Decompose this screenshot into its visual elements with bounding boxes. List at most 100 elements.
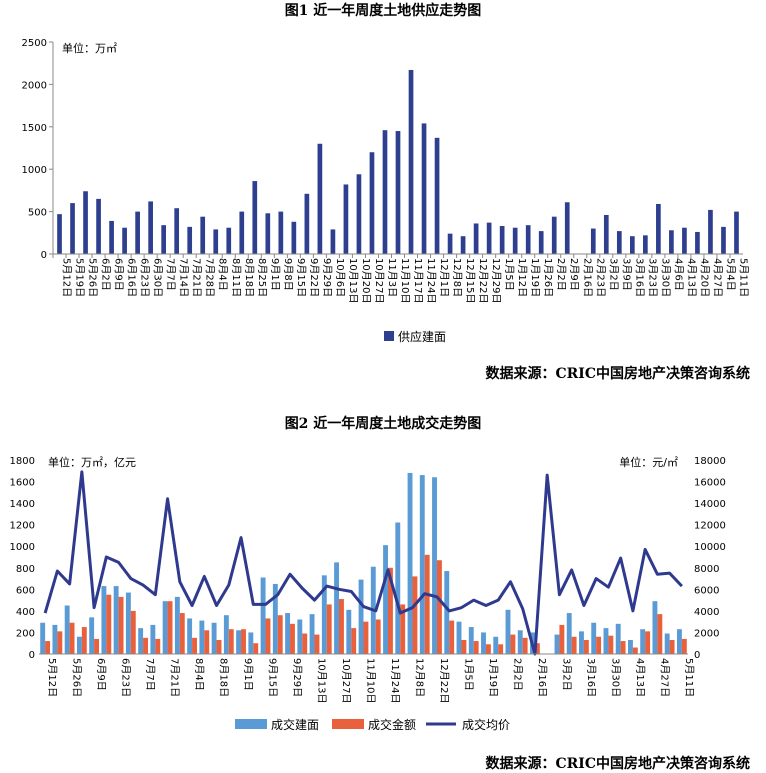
chart1-bar [83, 191, 88, 254]
chart2-bar-amount [69, 622, 75, 654]
chart2-bar-area [615, 623, 621, 654]
chart1-x-tick-label: 2月23日 [594, 258, 606, 297]
chart2-bar-amount [473, 641, 479, 654]
chart1-bar [616, 231, 622, 254]
chart2-bar-area [211, 622, 217, 654]
chart1-bar [656, 203, 661, 254]
chart2-bar-amount [216, 639, 222, 654]
chart1-x-tick-label: 11月17日 [412, 258, 424, 303]
chart2-bar-amount [522, 637, 528, 654]
chart1-y-tick-label: 2500 [22, 38, 47, 49]
chart2-y-left-tick-label: 1800 [10, 456, 35, 467]
chart2-bar-area [566, 613, 572, 654]
chart2-bar-area [64, 605, 70, 654]
chart1-x-tick-label: 5月11日 [737, 258, 749, 297]
chart2-bar-area [260, 577, 266, 654]
chart1-x-tick-label: 9月15日 [295, 258, 307, 297]
chart1-bar [473, 223, 479, 254]
chart1-bar [682, 227, 687, 254]
chart2-bar-amount [583, 639, 589, 654]
chart1-x-tick-label: 7月28日 [204, 258, 216, 297]
chart2-bar-area [76, 636, 82, 654]
chart1-bar [382, 130, 388, 254]
chart2-bar-amount [228, 629, 234, 654]
chart1-bar [304, 193, 310, 254]
chart1-bar [109, 220, 114, 254]
chart1-x-tick-label: 2月16日 [581, 258, 593, 297]
chart2-x-tick-label: 7月21日 [169, 658, 181, 697]
chart1-x-tick-label: 5月4日 [724, 258, 736, 291]
chart1-x-tick-label: 12月22日 [477, 258, 489, 303]
chart2-bar-amount [559, 624, 565, 654]
chart2-bar-area [125, 592, 131, 654]
chart2-bar-area [321, 575, 327, 654]
chart1-x-tick-label: 10月20日 [360, 258, 372, 303]
chart1-x-tick-label: 12月15日 [464, 258, 476, 303]
chart2-x-tick-label: 6月23日 [120, 658, 132, 697]
chart2-bar-amount [167, 601, 173, 654]
chart1-y-tick-label: 1000 [22, 165, 47, 176]
chart1-bar [317, 143, 323, 254]
chart1-x-tick-label: 12月29日 [490, 258, 502, 303]
chart1-legend: 供应建面 [384, 329, 446, 344]
chart1-y-tick-label: 500 [28, 208, 47, 219]
chart2-price-line-path [43, 470, 683, 656]
chart2-bar-amount [351, 628, 357, 654]
chart1-x-tick-label: 3月16日 [633, 258, 645, 297]
chart1-x-tick-label: 3月23日 [646, 258, 658, 297]
chart1-unit-label: 单位：万㎡ [62, 41, 117, 55]
chart2-bar-area [579, 631, 584, 654]
chart1-x-tick-label: 8月4日 [217, 258, 229, 291]
chart2-x-tick-label: 4月13日 [634, 658, 646, 697]
chart2-bar-area [162, 601, 168, 654]
chart2-bar-area [554, 634, 560, 654]
chart2-bar-amount [645, 631, 651, 654]
chart2-bar-amount [94, 638, 100, 654]
chart1-x-tick-label: 2月2日 [555, 258, 567, 291]
chart2-bar-amount [424, 554, 430, 654]
chart1-bar [734, 211, 739, 254]
chart1-x-tick-label: 8月11日 [230, 258, 242, 297]
chart2-y-axis-left: 0 200 400 600 800 1000 1200 1400 1600 1800 [10, 456, 35, 661]
chart2-y-right-tick-label: 16000 [694, 478, 726, 489]
chart1-bar [239, 211, 245, 254]
chart2-bar-area [101, 586, 107, 654]
chart2-y-left-tick-label: 600 [16, 585, 35, 596]
chart2-x-tick-label: 11月24日 [389, 658, 401, 703]
chart2-price-line [43, 470, 683, 656]
chart1-bar [434, 137, 440, 254]
chart2-source: 数据来源：CRIC中国房地产决策咨询系统 [486, 755, 750, 772]
chart2-bar-area [248, 632, 254, 654]
chart2-bar-amount [608, 635, 614, 654]
chart2-legend-swatch-amount [332, 719, 364, 729]
chart2-bar-amount [314, 634, 320, 654]
chart2-bar-area [285, 613, 291, 654]
chart1-x-tick-label: 10月27日 [373, 258, 385, 303]
chart1-legend-label: 供应建面 [398, 329, 446, 344]
chart1-bar [148, 201, 153, 254]
chart2-y-right-tick-label: 6000 [694, 585, 719, 596]
chart2-bar-amount [387, 567, 393, 654]
chart1-bar [395, 131, 401, 254]
chart1-x-tick-label: 7月14日 [178, 258, 190, 297]
chart2-bar-amount [436, 560, 442, 654]
chart1-bar [291, 221, 297, 254]
chart1-x-tick-label: 6月16日 [126, 258, 138, 297]
chart2-bar-area [603, 628, 609, 654]
chart2-x-tick-label: 2月2日 [511, 658, 523, 691]
chart2-y-right-tick-label: 4000 [694, 607, 719, 618]
chart2-x-tick-label: 9月15日 [267, 658, 279, 697]
chart2-bar-amount [118, 596, 124, 654]
chart1-bar [57, 214, 62, 254]
chart2-bar-area [432, 477, 437, 654]
chart1-bar [499, 226, 505, 254]
chart2-x-tick-label: 3月30日 [609, 658, 621, 697]
chart2-bar-amount [204, 630, 210, 654]
chart1-x-tick-label: 1月26日 [542, 258, 554, 297]
chart2-x-tick-label: 9月1日 [242, 658, 254, 691]
chart2-bar-amount [669, 639, 675, 654]
chart1-x-tick-label: 6月30日 [152, 258, 164, 297]
chart1-bar [265, 213, 271, 254]
chart1-x-tick-label: 7月7日 [165, 258, 177, 291]
chart2-x-tick-label: 12月22日 [438, 658, 450, 703]
